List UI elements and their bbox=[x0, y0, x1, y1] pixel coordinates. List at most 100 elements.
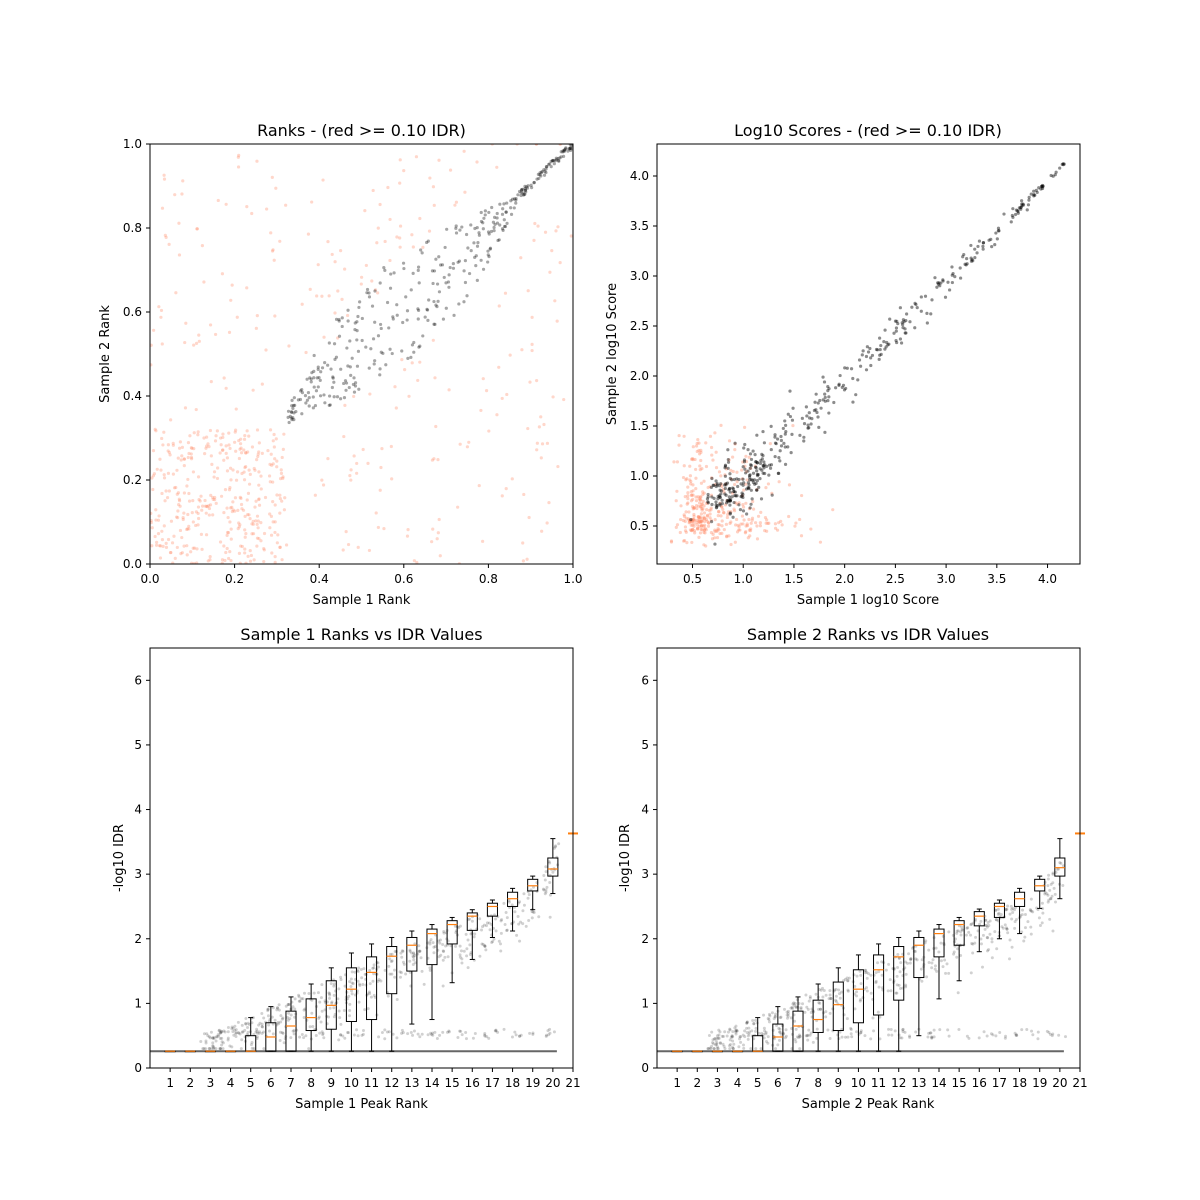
fail-point bbox=[394, 406, 398, 410]
x-tick-label: 8 bbox=[307, 1076, 315, 1090]
pass-point bbox=[877, 357, 881, 361]
peak-point bbox=[531, 1031, 535, 1035]
fail-point bbox=[177, 499, 182, 503]
pass-point bbox=[908, 320, 912, 324]
pass-point bbox=[706, 501, 710, 505]
peak-point bbox=[969, 971, 973, 975]
plot-points bbox=[150, 144, 573, 564]
peak-point bbox=[246, 1026, 250, 1030]
peak-point bbox=[262, 1030, 266, 1034]
fail-point bbox=[535, 441, 539, 445]
peak-point bbox=[793, 1001, 797, 1005]
peak-point bbox=[526, 896, 530, 900]
fail-point bbox=[700, 519, 704, 523]
fail-point bbox=[195, 227, 199, 231]
peak-point bbox=[947, 1034, 951, 1038]
box bbox=[893, 946, 905, 1001]
peak-point bbox=[898, 986, 902, 990]
fail-point bbox=[169, 519, 174, 523]
fail-point bbox=[218, 540, 223, 544]
x-tick-label: 21 bbox=[1072, 1076, 1087, 1090]
peak-point bbox=[971, 951, 975, 955]
pass-point bbox=[748, 473, 752, 477]
pass-point bbox=[405, 309, 410, 313]
pass-point bbox=[977, 239, 982, 243]
fail-point bbox=[701, 490, 705, 494]
fail-point bbox=[327, 294, 331, 298]
pass-point bbox=[488, 246, 493, 250]
peak-point bbox=[889, 989, 893, 993]
fail-point bbox=[245, 429, 249, 433]
peak-point bbox=[504, 910, 508, 914]
pass-point bbox=[474, 264, 478, 268]
pass-point bbox=[724, 501, 729, 505]
peak-point bbox=[712, 1047, 716, 1051]
peak-point bbox=[447, 1029, 451, 1033]
fail-point bbox=[734, 523, 738, 527]
peak-point bbox=[361, 983, 365, 987]
peak-point bbox=[925, 975, 929, 979]
fail-point bbox=[721, 507, 725, 512]
fail-point bbox=[185, 553, 189, 557]
pass-point bbox=[767, 463, 772, 467]
fail-point bbox=[692, 506, 696, 510]
fail-point bbox=[269, 452, 273, 456]
fail-point bbox=[726, 510, 731, 514]
fail-point bbox=[229, 527, 233, 531]
fail-point bbox=[481, 377, 485, 381]
fail-point bbox=[692, 522, 696, 526]
peak-point bbox=[766, 1035, 770, 1039]
pass-point bbox=[791, 406, 795, 410]
pass-point bbox=[568, 146, 573, 150]
pass-point bbox=[748, 506, 752, 510]
pass-point bbox=[777, 471, 781, 475]
fail-point bbox=[257, 536, 261, 541]
peak-point bbox=[458, 1029, 462, 1033]
pass-point bbox=[724, 482, 728, 486]
x-tick-label: 12 bbox=[891, 1076, 906, 1090]
fail-point bbox=[711, 458, 715, 462]
fail-point bbox=[410, 233, 414, 237]
fail-point bbox=[205, 505, 209, 509]
peak-point bbox=[864, 968, 868, 972]
fail-point bbox=[154, 429, 158, 433]
peak-point bbox=[341, 1034, 345, 1038]
x-tick-label: 6 bbox=[267, 1076, 275, 1090]
fail-point bbox=[178, 528, 183, 533]
pass-point bbox=[947, 288, 952, 292]
fail-point bbox=[505, 392, 509, 397]
peak-point bbox=[218, 1031, 222, 1035]
pass-point bbox=[335, 395, 340, 399]
fail-point bbox=[322, 335, 326, 339]
fail-point bbox=[181, 517, 185, 522]
pass-point bbox=[894, 326, 899, 330]
fail-point bbox=[271, 439, 275, 443]
peak-point bbox=[494, 917, 498, 921]
fail-point bbox=[300, 302, 304, 306]
peak-point bbox=[708, 1046, 712, 1050]
fail-point bbox=[521, 541, 525, 545]
fail-point bbox=[535, 378, 539, 383]
peak-point bbox=[437, 955, 441, 959]
peak-point bbox=[368, 982, 372, 986]
fail-point bbox=[694, 444, 699, 448]
y-tick-label: 2.0 bbox=[630, 369, 649, 383]
pass-point bbox=[495, 211, 499, 216]
peak-point bbox=[751, 1019, 755, 1023]
pass-point bbox=[410, 343, 415, 347]
peak-point bbox=[932, 1028, 936, 1032]
peak-point bbox=[878, 1037, 882, 1041]
peak-point bbox=[279, 1014, 283, 1018]
fail-point bbox=[773, 526, 778, 530]
fail-point bbox=[699, 505, 703, 509]
pass-point bbox=[1014, 208, 1018, 212]
pass-point bbox=[420, 251, 424, 255]
pass-point bbox=[334, 317, 339, 321]
panel-0-title: Ranks - (red >= 0.10 IDR) bbox=[257, 121, 466, 140]
fail-point bbox=[185, 527, 189, 532]
pass-point bbox=[481, 227, 485, 231]
fail-point bbox=[689, 482, 693, 486]
fail-point bbox=[170, 541, 175, 545]
peak-point bbox=[383, 968, 387, 972]
peak-point bbox=[372, 972, 376, 976]
